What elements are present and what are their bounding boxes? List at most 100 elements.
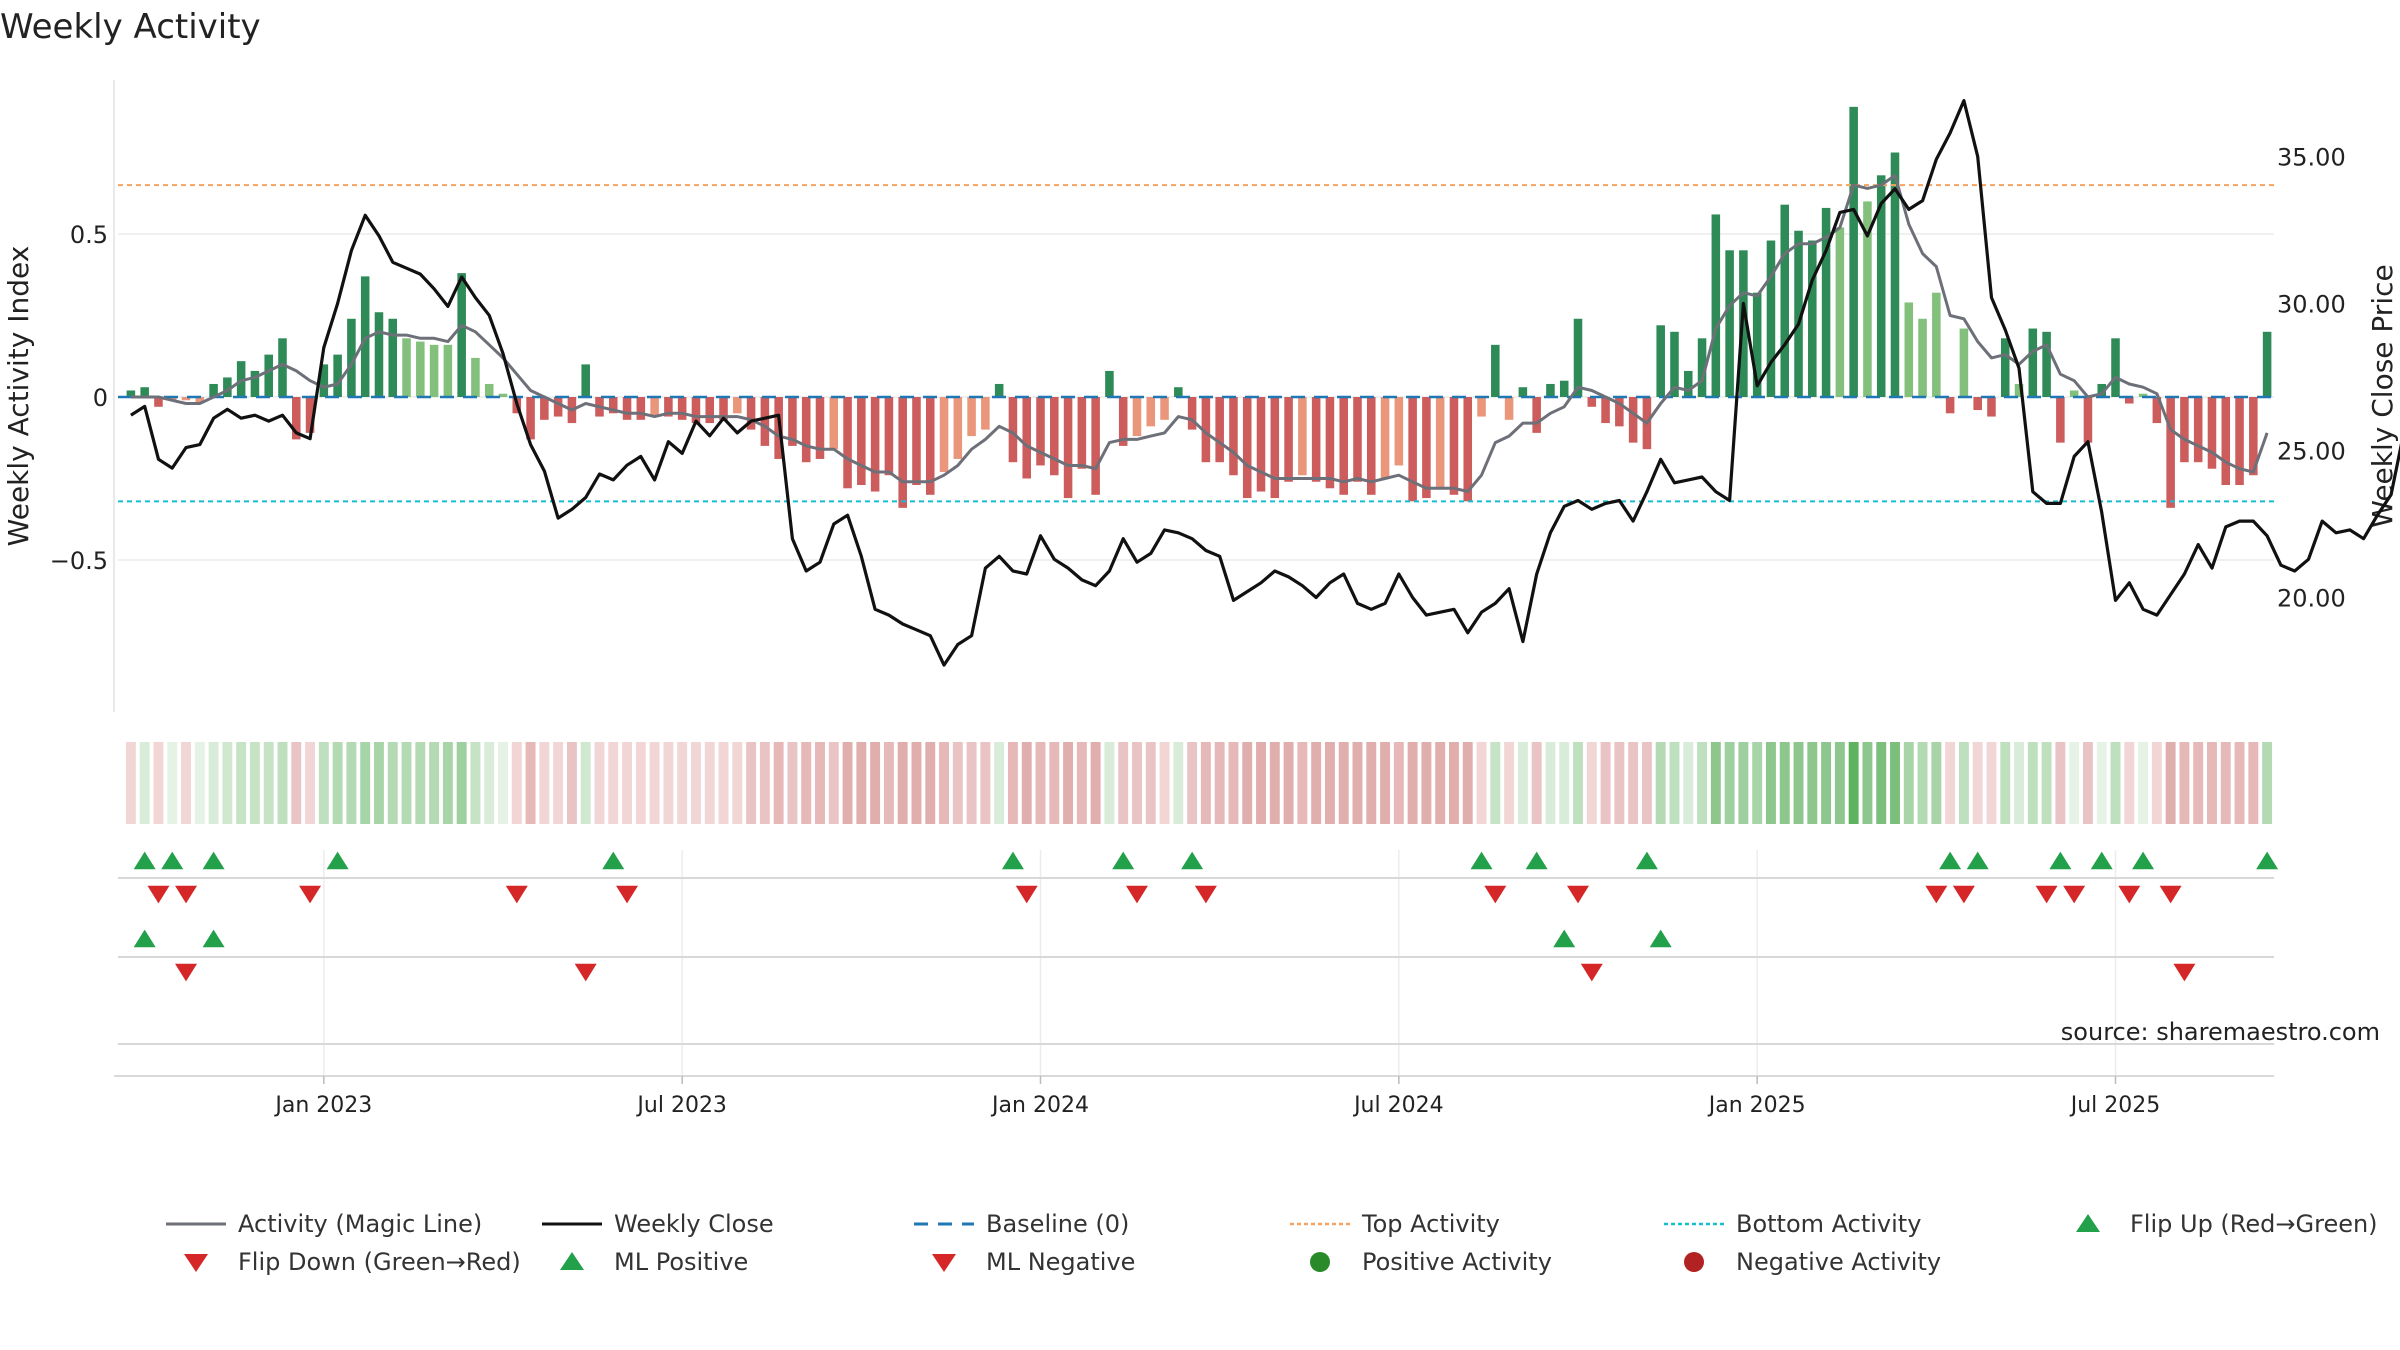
heat-cell [1573, 742, 1583, 824]
x-tick-label: Jul 2025 [2069, 1093, 2161, 1118]
activity-bar [953, 397, 963, 459]
ml-positive-marker [1553, 929, 1576, 948]
heat-cell [511, 742, 522, 824]
heat-cell [1559, 742, 1570, 824]
heat-cell [1145, 742, 1156, 824]
activity-bar [691, 397, 701, 424]
heat-cell [1035, 742, 1046, 824]
heat-cell [622, 742, 633, 824]
flip-up-marker [602, 851, 625, 870]
heat-cell [1242, 742, 1253, 824]
activity-bar [402, 338, 411, 397]
activity-bar [264, 354, 273, 397]
legend-swatch-up-triangle [560, 1252, 584, 1270]
activity-bar [1876, 175, 1886, 397]
flip-up-marker [2256, 851, 2279, 870]
activity-bar [1422, 397, 1431, 499]
activity-bar [843, 397, 852, 489]
legend-swatch-circle [1684, 1252, 1704, 1272]
heat-cell [167, 742, 178, 824]
heat-cell [2055, 742, 2066, 824]
legend-label: Activity (Magic Line) [238, 1210, 482, 1238]
heat-cell [249, 742, 260, 824]
ml-negative-marker [574, 963, 597, 982]
heat-cell [1324, 742, 1335, 824]
heat-cell [1655, 742, 1666, 824]
activity-bar [2111, 338, 2120, 397]
flip-up-marker [1470, 851, 1493, 870]
heat-cell [663, 742, 674, 824]
flip-up-marker [133, 851, 156, 870]
grid-lines [118, 233, 2274, 1078]
activity-bar [2028, 328, 2038, 397]
heat-cell [2220, 742, 2231, 824]
activity-bar [1256, 397, 1266, 492]
flip-up-marker [1001, 851, 1024, 870]
heat-cell [1586, 742, 1597, 824]
heat-cell [1683, 742, 1694, 824]
activity-bar [650, 397, 659, 417]
x-tick-label: Jul 2023 [635, 1093, 727, 1118]
heat-cell [1834, 742, 1845, 824]
activity-bar [2166, 397, 2175, 508]
activity-bar [1146, 397, 1156, 427]
heat-cell [980, 742, 991, 824]
activity-bar [1932, 292, 1941, 397]
activity-heat-strip [125, 742, 2273, 824]
activity-bar [1463, 397, 1473, 502]
heat-cell [1903, 742, 1914, 824]
heat-cell [925, 742, 936, 824]
ml-positive-marker [202, 929, 225, 948]
activity-bar [1766, 240, 1776, 397]
heat-cell [801, 742, 812, 824]
heat-cell [1435, 742, 1446, 824]
flip-down-marker [299, 885, 322, 904]
activity-bar [1132, 397, 1142, 437]
activity-bar [540, 397, 549, 420]
heat-cell [1297, 742, 1308, 824]
activity-bar [1587, 397, 1597, 407]
activity-bar [1532, 397, 1541, 433]
activity-bar [2262, 331, 2272, 397]
activity-bar [1628, 397, 1638, 443]
left-tick-label: −0.5 [50, 547, 108, 575]
heat-cell [1876, 742, 1887, 824]
activity-bar [1298, 397, 1307, 476]
activity-bar [1546, 383, 1555, 397]
activity-bar [388, 318, 398, 397]
heat-cell [1049, 742, 1060, 824]
heat-cell [842, 742, 853, 824]
heat-cell [1724, 742, 1735, 824]
line-series [130, 98, 2400, 667]
heat-cell [2069, 742, 2080, 824]
legend-label: Negative Activity [1736, 1248, 1941, 1276]
activity-bar [1160, 397, 1169, 420]
heat-cell [994, 742, 1005, 824]
heat-cell [1449, 742, 1459, 824]
heat-cell [291, 742, 302, 824]
activity-bar [981, 397, 990, 430]
activity-bar [457, 273, 466, 397]
heat-cell [374, 742, 384, 824]
heat-cell [181, 742, 191, 824]
heat-cell [153, 742, 164, 824]
flip-down-marker [1194, 885, 1217, 904]
activity-bar [1036, 397, 1045, 466]
activity-bar [1353, 397, 1362, 482]
activity-bar [801, 397, 811, 463]
activity-bar [1380, 397, 1390, 479]
left-tick-label: 0 [93, 384, 108, 412]
ml-negative-marker [1580, 963, 1603, 982]
heat-cell [1517, 742, 1528, 824]
activity-bar [526, 397, 535, 440]
activity-bar [1504, 397, 1514, 420]
heat-cell [1200, 742, 1211, 824]
heat-cell [442, 742, 453, 824]
heat-cell [2151, 742, 2162, 824]
heat-cell [484, 742, 495, 824]
heat-cell [1063, 742, 1074, 824]
flip-down-marker [2118, 885, 2141, 904]
activity-bar [2056, 397, 2065, 443]
activity-bar [884, 397, 894, 476]
